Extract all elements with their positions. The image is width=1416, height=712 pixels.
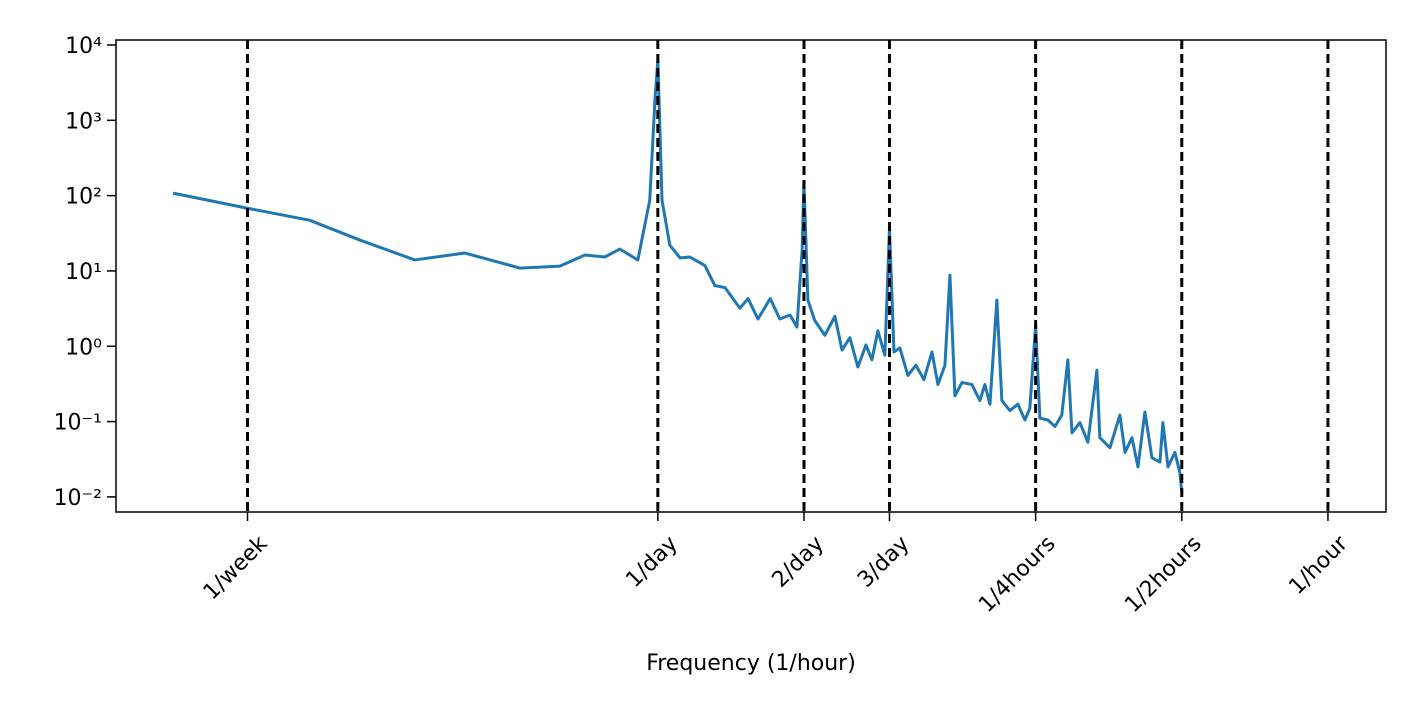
y-tick-label: 10⁰: [65, 335, 102, 360]
x-tick-label: 2/day: [768, 531, 829, 592]
x-tick-label: 3/day: [853, 531, 914, 592]
y-tick-label: 10¹: [65, 260, 102, 285]
plot-frame: [115, 39, 1387, 513]
x-tick-label: 1/4hours: [974, 531, 1060, 617]
x-axis-label: Frequency (1/hour): [646, 651, 856, 676]
y-tick-label: 10⁻²: [54, 486, 102, 511]
x-tick-label: 1/hour: [1284, 531, 1353, 600]
y-tick-label: 10²: [65, 185, 102, 210]
x-tick-label: 1/week: [199, 531, 273, 605]
data-line: [172, 58, 1184, 493]
x-tick-label: 1/day: [621, 531, 682, 592]
y-tick-label: 10⁻¹: [54, 411, 102, 436]
y-tick-label: 10⁴: [65, 34, 102, 59]
y-tick-label: 10³: [65, 109, 102, 134]
x-tick-label: 1/2hours: [1120, 531, 1206, 617]
